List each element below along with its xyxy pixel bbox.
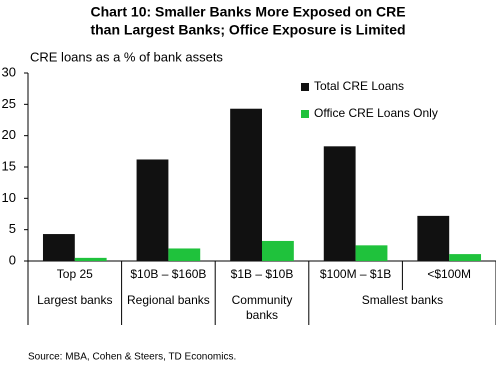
y-tick-label: 30	[2, 64, 16, 79]
x-tick-label: Top 25	[57, 267, 93, 281]
bar	[323, 146, 356, 261]
bar	[42, 234, 75, 261]
legend-label: Office CRE Loans Only	[314, 106, 438, 120]
y-tick-label: 0	[9, 252, 16, 267]
bar	[168, 248, 201, 261]
bar	[230, 108, 262, 261]
legend-swatch	[301, 83, 309, 91]
y-tick-label: 25	[2, 96, 16, 111]
bar	[262, 240, 294, 261]
y-axis-label: CRE loans as a % of bank assets	[30, 49, 223, 64]
x-tick-label: $100M – $1B	[320, 267, 391, 281]
y-tick-label: 20	[2, 127, 16, 142]
legend-label: Total CRE Loans	[314, 79, 404, 93]
group-label: Largest banks	[37, 293, 113, 307]
y-tick-label: 5	[9, 221, 16, 236]
x-tick-label: <$100M	[427, 267, 471, 281]
bar	[449, 254, 482, 261]
chart-title: than Largest Banks; Office Exposure is L…	[90, 22, 405, 38]
source-note: Source: MBA, Cohen & Steers, TD Economic…	[28, 352, 236, 363]
y-tick-label: 10	[2, 190, 16, 205]
group-label: Smallest banks	[361, 293, 444, 307]
chart-title: Chart 10: Smaller Banks More Exposed on …	[90, 4, 405, 20]
x-tick-label: $10B – $160B	[130, 267, 206, 281]
legend-swatch	[301, 110, 309, 118]
bar	[417, 215, 450, 261]
y-tick-label: 15	[2, 158, 16, 173]
x-tick-label: $1B – $10B	[231, 267, 294, 281]
group-label: Regional banks	[127, 293, 210, 307]
bar	[355, 245, 388, 261]
bar	[74, 257, 107, 261]
group-label: Community banks	[231, 293, 293, 322]
bar	[136, 159, 169, 261]
